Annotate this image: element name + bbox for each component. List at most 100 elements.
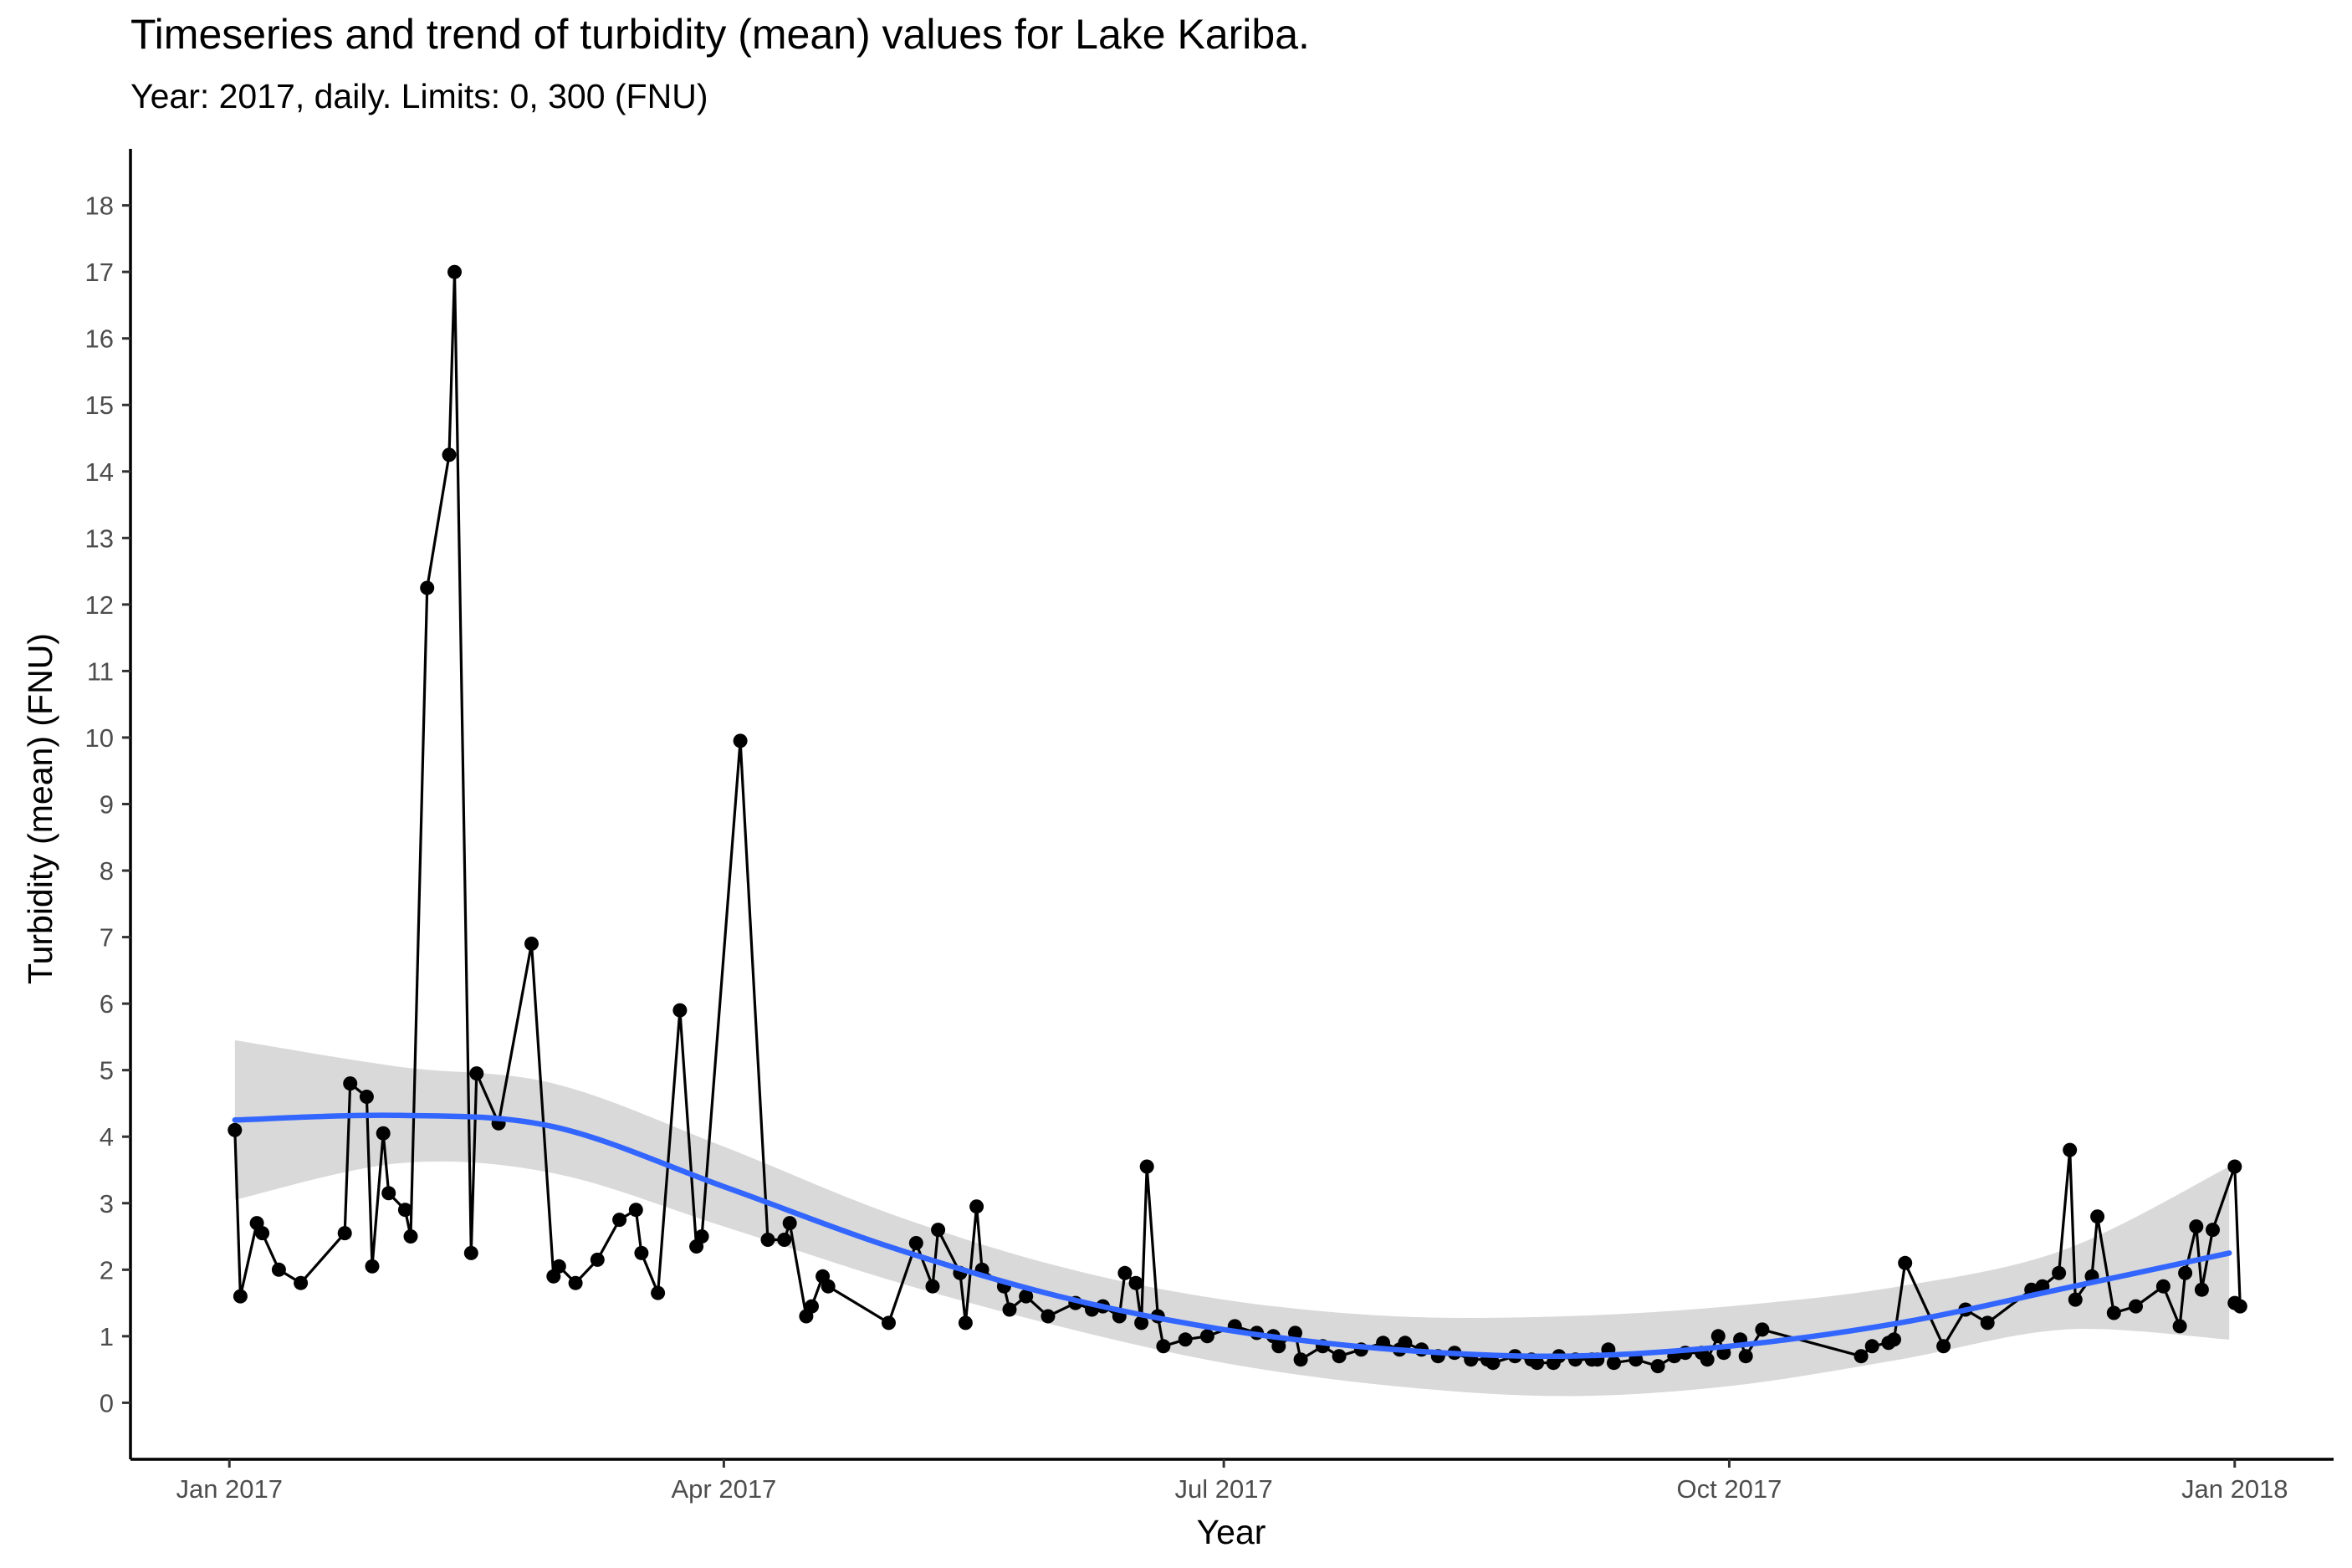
x-axis-title: Year <box>1197 1513 1266 1551</box>
data-point <box>420 580 435 595</box>
data-point <box>805 1299 819 1314</box>
y-tick-label: 17 <box>85 258 114 287</box>
confidence-band <box>234 1039 2230 1397</box>
data-point <box>651 1285 666 1300</box>
y-tick-label: 0 <box>100 1388 114 1417</box>
data-point <box>255 1226 270 1241</box>
data-point <box>2189 1219 2204 1234</box>
data-point <box>1134 1315 1149 1331</box>
data-point <box>376 1126 391 1141</box>
y-tick-label: 14 <box>85 457 114 487</box>
data-point <box>931 1223 946 1238</box>
x-tick-label: Apr 2017 <box>671 1474 776 1504</box>
data-point <box>1530 1356 1545 1371</box>
data-point <box>403 1229 418 1244</box>
y-tick-label: 8 <box>100 856 114 886</box>
data-point <box>782 1216 797 1231</box>
data-point <box>1156 1339 1171 1354</box>
data-point <box>1738 1349 1753 1364</box>
trend-line-layer <box>232 1112 2232 1360</box>
data-point <box>821 1279 836 1294</box>
data-point <box>1293 1352 1308 1367</box>
data-point <box>343 1076 358 1091</box>
y-tick-label: 18 <box>85 192 114 221</box>
data-point <box>1887 1332 1901 1347</box>
data-point <box>1128 1275 1143 1290</box>
data-point <box>337 1226 352 1241</box>
data-point <box>233 1289 248 1304</box>
y-tick-label: 4 <box>100 1122 114 1152</box>
data-point <box>365 1259 380 1274</box>
data-point <box>2063 1142 2078 1157</box>
y-tick-label: 6 <box>100 989 114 1019</box>
y-tick-label: 13 <box>85 524 114 553</box>
data-point <box>925 1279 940 1294</box>
data-point <box>1700 1352 1715 1367</box>
y-tick-label: 9 <box>100 790 114 820</box>
data-point <box>2206 1223 2220 1238</box>
data-point <box>2068 1292 2083 1307</box>
data-point <box>628 1203 643 1218</box>
data-point <box>463 1245 478 1260</box>
data-point <box>1117 1265 1133 1280</box>
data-point <box>2227 1159 2242 1174</box>
data-point <box>2227 1295 2242 1310</box>
data-point <box>590 1252 605 1267</box>
series-line-layer <box>233 270 2242 1368</box>
data-point <box>733 733 748 748</box>
data-point <box>777 1233 792 1247</box>
data-point <box>568 1275 583 1290</box>
x-tick-label: Jul 2017 <box>1175 1474 1273 1504</box>
data-point <box>1178 1332 1193 1347</box>
series-line <box>233 270 2242 1368</box>
data-point <box>1710 1329 1726 1344</box>
y-axis-title: Turbidity (mean) (FNU) <box>21 633 59 984</box>
data-point <box>2090 1209 2105 1224</box>
data-point <box>958 1315 973 1331</box>
data-point <box>1650 1359 1665 1374</box>
confidence-band-layer <box>234 1039 2230 1397</box>
data-point <box>1485 1356 1501 1371</box>
y-tick-label: 12 <box>85 590 114 620</box>
data-point <box>1864 1339 1879 1354</box>
data-point <box>2129 1299 2143 1314</box>
data-point <box>359 1090 374 1104</box>
x-tick-label: Jan 2018 <box>2181 1474 2288 1504</box>
x-tick-label: Oct 2017 <box>1677 1474 1782 1504</box>
data-point <box>1332 1349 1347 1364</box>
y-tick-label: 11 <box>87 656 114 686</box>
data-point <box>447 264 462 279</box>
data-point <box>381 1186 396 1201</box>
data-point <box>442 447 457 462</box>
data-point <box>760 1233 775 1247</box>
data-point <box>397 1203 412 1218</box>
data-point <box>634 1245 649 1260</box>
data-point <box>612 1213 627 1228</box>
data-point <box>1398 1336 1413 1351</box>
data-point <box>271 1262 286 1277</box>
data-point <box>969 1199 984 1214</box>
x-tick-label: Jan 2017 <box>176 1474 283 1504</box>
y-tick-label: 5 <box>100 1056 114 1085</box>
data-point <box>228 1122 243 1137</box>
chart-title: Timeseries and trend of turbidity (mean)… <box>130 11 1310 58</box>
data-point <box>1041 1309 1056 1324</box>
data-point <box>1980 1315 1995 1331</box>
data-point <box>469 1066 484 1081</box>
chart-subtitle: Year: 2017, daily. Limits: 0, 300 (FNU) <box>130 77 708 115</box>
y-tick-label: 15 <box>85 391 114 420</box>
data-point <box>1139 1159 1154 1174</box>
data-point <box>524 937 539 951</box>
data-point <box>2194 1282 2209 1297</box>
data-point <box>908 1236 923 1250</box>
data-point <box>2106 1305 2121 1320</box>
data-point <box>1019 1289 1034 1304</box>
data-point <box>1936 1339 1951 1354</box>
data-point <box>1199 1329 1214 1344</box>
y-tick-label: 10 <box>85 723 114 753</box>
data-point <box>2155 1279 2170 1294</box>
data-point <box>294 1275 309 1290</box>
y-tick-label: 2 <box>100 1255 114 1285</box>
